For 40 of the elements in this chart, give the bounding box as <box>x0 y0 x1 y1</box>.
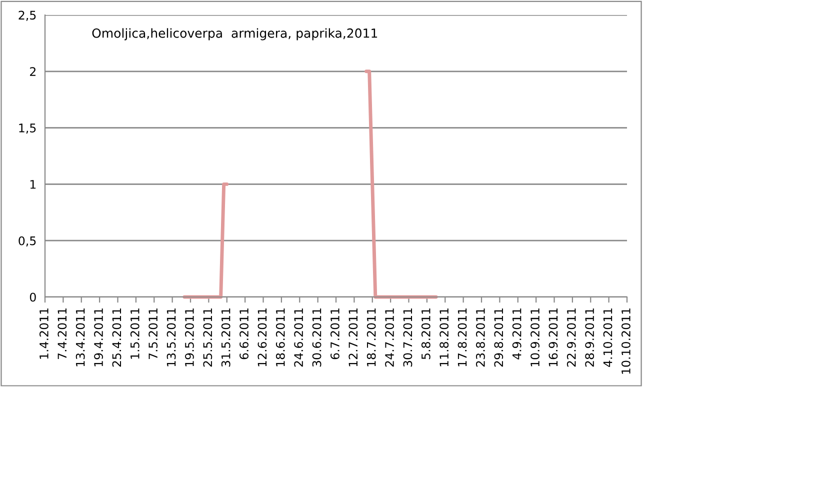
x-tick-label: 17.8.2011 <box>458 308 467 366</box>
x-tick-label: 28.9.2011 <box>585 308 594 367</box>
text: Omoljica,helicoverpa armigera, paprika,2011 <box>92 28 378 40</box>
x-tick-label: 24.7.2011 <box>385 308 394 367</box>
x-tick-label: 13.5.2011 <box>166 308 176 366</box>
x-tick-label: 7.4.2011 <box>58 308 67 360</box>
x-tick-label: 16.9.2011 <box>548 308 558 366</box>
x-tick-label: 30.7.2011 <box>403 308 412 367</box>
x-tick-label: 19.4.2011 <box>94 308 103 366</box>
x-tick-label: 12.6.2011 <box>258 308 267 366</box>
x-tick-label: 10.9.2011 <box>530 308 540 366</box>
x-tick-label: 1.4.2011 <box>39 308 48 359</box>
x-tick-label: 13.4.2011 <box>76 308 85 366</box>
x-tick-label: 31.5.2011 <box>221 308 230 367</box>
x-tick-label: 18.6.2011 <box>276 308 285 366</box>
x-tick-label: 5.8.2011 <box>421 308 430 360</box>
y-tick-label: 0 <box>30 292 36 302</box>
x-tick-label: 18.7.2011 <box>366 308 376 366</box>
x-tick-label: 29.8.2011 <box>494 308 504 367</box>
x-tick-label: 6.6.2011 <box>240 308 248 360</box>
x-tick-label: 11.8.2011 <box>440 308 449 366</box>
y-tick-label: 1,5 <box>19 124 36 134</box>
x-tick-label: 24.6.2011 <box>294 308 304 367</box>
y-tick-label: 0,5 <box>18 236 36 246</box>
y-tick-label: 2 <box>30 67 36 76</box>
x-tick-label: 1.5.2011 <box>130 308 140 359</box>
x-tick-label: 6.7.2011 <box>330 308 340 360</box>
y-tick-label: 1 <box>30 180 36 189</box>
x-tick-label: 19.5.2011 <box>184 308 194 366</box>
x-tick-label: 30.6.2011 <box>312 308 322 367</box>
y-tick-label: 2,5 <box>18 10 36 21</box>
x-tick-label: 10.10.2011 <box>621 308 630 374</box>
x-tick-label: 25.4.2011 <box>112 308 122 367</box>
x-tick-label: 25.5.2011 <box>203 308 212 367</box>
x-tick-label: 12.7.2011 <box>348 308 358 366</box>
x-tick-label: 7.5.2011 <box>148 308 158 360</box>
x-tick-label: 23.8.2011 <box>476 308 485 367</box>
x-tick-label: 4.10.2011 <box>603 308 612 367</box>
x-tick-label: 4.9.2011 <box>512 308 522 360</box>
x-tick-label: 22.9.2011 <box>566 308 576 367</box>
